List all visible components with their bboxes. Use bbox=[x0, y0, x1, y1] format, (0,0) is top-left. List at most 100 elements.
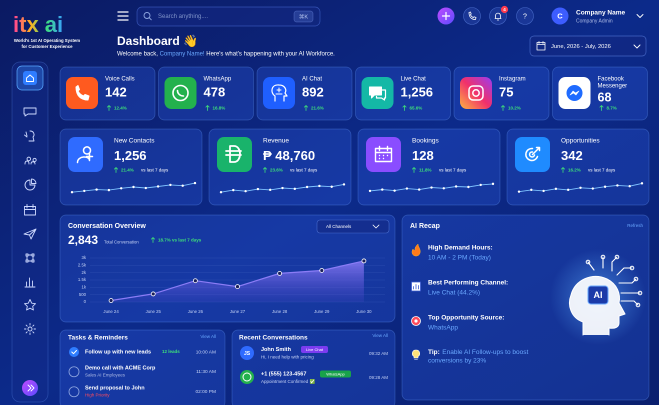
avatar[interactable] bbox=[551, 7, 569, 25]
circuit-node bbox=[637, 290, 643, 296]
kpi-label: Bookings bbox=[412, 138, 439, 145]
tagline: for Customer Experience bbox=[21, 44, 73, 49]
kpi-icon bbox=[366, 137, 401, 172]
nav-item[interactable] bbox=[23, 228, 37, 240]
nav-home-inner bbox=[23, 71, 37, 85]
collapse-icon bbox=[27, 384, 35, 392]
channel-change: 8.7% bbox=[607, 106, 617, 111]
sparkline-point bbox=[579, 186, 582, 189]
task-title: Send proposal to John bbox=[85, 385, 145, 391]
total-conversations: 2,843 bbox=[68, 233, 98, 247]
kpi-label: New Contacts bbox=[114, 138, 155, 145]
task-checkbox[interactable] bbox=[69, 347, 79, 357]
x-tick-label: June 26 bbox=[188, 309, 204, 314]
company-name: Company Name bbox=[576, 10, 626, 17]
refresh-link[interactable]: Refresh bbox=[627, 223, 643, 228]
nav-item[interactable] bbox=[24, 277, 36, 288]
channel-value: 68 bbox=[598, 90, 612, 104]
circuit-node bbox=[600, 254, 606, 260]
channel-change: 12.4% bbox=[114, 106, 127, 111]
circuit-node bbox=[629, 265, 635, 271]
channel-icon bbox=[66, 77, 98, 109]
help-button[interactable] bbox=[516, 7, 534, 25]
chat-glyph-2 bbox=[375, 89, 387, 101]
y-tick-label: 1k bbox=[81, 284, 86, 289]
ai-head-glyph bbox=[271, 84, 288, 102]
kpi-value: 1,256 bbox=[114, 148, 147, 163]
nav-item[interactable] bbox=[24, 130, 35, 142]
task-time: 10:00 AM bbox=[196, 349, 216, 355]
channel-tag-label: Live Chat bbox=[306, 347, 324, 352]
channel-change: 16.8% bbox=[213, 106, 226, 111]
recap-title: High Demand Hours: bbox=[428, 245, 493, 252]
sparkline-point bbox=[83, 189, 86, 193]
sparkline-point bbox=[591, 187, 594, 190]
contact-name: John Smith bbox=[261, 347, 292, 353]
sparkline-point bbox=[293, 187, 296, 191]
nav-item[interactable] bbox=[25, 253, 35, 263]
panel-title: Conversation Overview bbox=[68, 223, 146, 230]
channel-filter[interactable] bbox=[316, 219, 390, 234]
task-time: 11:30 AM bbox=[196, 369, 216, 375]
kpi-period: vs last 7 days bbox=[290, 168, 318, 173]
sparkline-point bbox=[442, 187, 445, 190]
bulb-icon bbox=[412, 349, 420, 360]
avatar-initials: JS bbox=[244, 351, 251, 357]
task-checkbox[interactable] bbox=[68, 386, 80, 398]
sparkline-point bbox=[169, 183, 172, 187]
phone-glyph bbox=[75, 85, 90, 101]
task-title: Demo call with ACME Corp bbox=[85, 365, 156, 371]
search-box[interactable] bbox=[136, 6, 321, 27]
task-title: Follow up with new leads bbox=[85, 349, 151, 355]
nav-item[interactable] bbox=[24, 204, 36, 216]
collapse-button[interactable] bbox=[22, 380, 38, 396]
channel-change: 10.2% bbox=[508, 106, 521, 111]
message-time: 09:28 AM bbox=[369, 375, 388, 380]
search-placeholder: Search anything.... bbox=[158, 14, 208, 20]
call-button[interactable] bbox=[463, 7, 481, 25]
task-checkbox[interactable] bbox=[68, 366, 80, 378]
contact-name: +1 (555) 123-4567 bbox=[261, 371, 306, 377]
tip-text: conversions by 23% bbox=[428, 358, 486, 365]
x-tick-label: June 29 bbox=[314, 309, 330, 314]
sparkline-point bbox=[305, 185, 309, 189]
menu-button[interactable] bbox=[117, 11, 129, 21]
data-point bbox=[192, 278, 198, 284]
up-arrow bbox=[114, 167, 118, 173]
sparkline-point bbox=[244, 189, 247, 193]
kpi-change: 23.6% bbox=[270, 168, 283, 173]
up-arrow bbox=[501, 105, 505, 111]
message-preview: Appointment Confirmed ✅ bbox=[261, 378, 316, 384]
sparkline-point bbox=[430, 186, 433, 189]
filter-label: All Channels bbox=[326, 224, 352, 229]
nav-item[interactable] bbox=[24, 156, 37, 165]
message-preview: Hi, I need help with pricing bbox=[261, 355, 314, 360]
kpi-label: Revenue bbox=[263, 138, 289, 145]
view-all-link[interactable]: View All bbox=[200, 334, 216, 339]
target-center bbox=[414, 319, 418, 323]
sparkline-point bbox=[256, 187, 260, 191]
sparkline-point bbox=[479, 183, 482, 187]
nav-item[interactable] bbox=[24, 178, 37, 191]
circuit-node bbox=[635, 302, 641, 308]
recap-value: Live Chat (44.2%) bbox=[428, 290, 480, 297]
nav-item[interactable] bbox=[23, 107, 37, 117]
shortcut-key bbox=[293, 10, 314, 23]
channel-change: 21.6% bbox=[311, 106, 324, 111]
bell-icon bbox=[494, 12, 502, 21]
sparkline-point bbox=[381, 188, 384, 191]
target-glyph bbox=[525, 146, 541, 162]
nav-item[interactable] bbox=[24, 299, 36, 311]
date-picker[interactable] bbox=[529, 35, 647, 57]
contact-avatar bbox=[240, 370, 254, 384]
circuit-node bbox=[614, 254, 620, 260]
view-all-link[interactable]: View All bbox=[372, 333, 388, 338]
nav-item[interactable] bbox=[24, 323, 36, 335]
y-tick-label: 500 bbox=[79, 292, 87, 297]
calendar-icon bbox=[536, 41, 546, 51]
circuit-line bbox=[616, 267, 633, 276]
kpi-period: vs last 7 days bbox=[588, 168, 616, 173]
account-menu[interactable] bbox=[636, 14, 644, 18]
recent-panel bbox=[231, 329, 396, 405]
home-icon bbox=[26, 74, 34, 82]
